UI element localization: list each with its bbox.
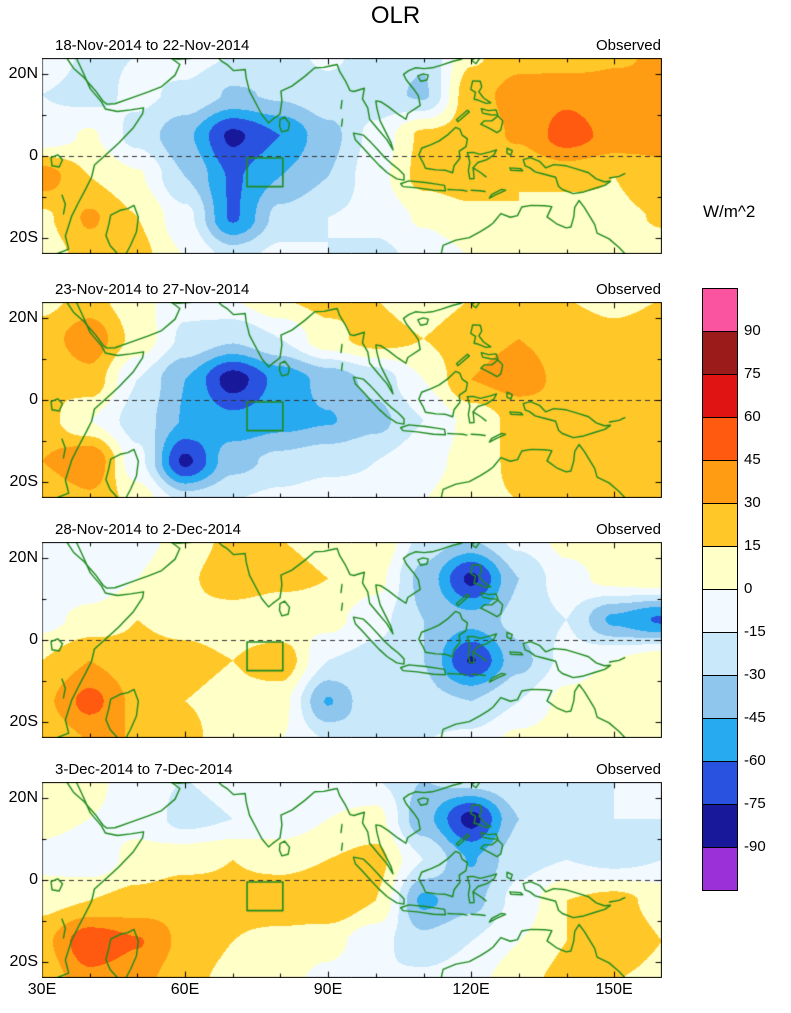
panel-1-date-range: 18-Nov-2014 to 22-Nov-2014 <box>55 37 250 54</box>
panel-3-ytick-0: 0 <box>29 631 38 648</box>
colorbar-cell-12 <box>703 805 737 848</box>
colorbar-cell-6 <box>703 547 737 590</box>
panel-3-ytick-20s: 20S <box>9 713 38 730</box>
panel-3: 28-Nov-2014 to 2-Dec-2014 Observed 20N 0… <box>9 521 662 738</box>
colorbar-tick-label-90: 90 <box>744 322 761 339</box>
colorbar-tick-label--60: -60 <box>744 752 766 769</box>
x-axis: 30E 60E 90E 120E 150E <box>28 981 662 1003</box>
colorbar-tick-label--90: -90 <box>744 838 766 855</box>
colorbar-tick-label-15: 15 <box>744 537 761 554</box>
colorbar-cell-11 <box>703 762 737 805</box>
xtick-30e: 30E <box>27 981 57 998</box>
xtick-150e: 150E <box>595 981 633 998</box>
colorbar-cell-7 <box>703 590 737 633</box>
colorbar-tick-label-60: 60 <box>744 408 761 425</box>
panel-3-date-range: 28-Nov-2014 to 2-Dec-2014 <box>55 521 241 538</box>
panel-2-source-label: Observed <box>595 281 661 298</box>
panel-3-ytick-20n: 20N <box>8 549 38 566</box>
colorbar-tick-labels: 90 75 60 45 30 15 0 -15 -30 -45 -60 -75 -90 <box>744 288 790 908</box>
colorbar-cell-8 <box>703 633 737 676</box>
panel-1-source-label: Observed <box>595 37 661 54</box>
colorbar-tick-label--75: -75 <box>744 795 766 812</box>
colorbar-cell-3 <box>703 418 737 461</box>
panel-4: 3-Dec-2014 to 7-Dec-2014 Observed 20N 0 … <box>9 761 662 978</box>
xtick-120e: 120E <box>452 981 490 998</box>
panel-1-map-canvas <box>42 58 662 254</box>
colorbar-cell-2 <box>703 375 737 418</box>
panel-2: 23-Nov-2014 to 27-Nov-2014 Observed 20N … <box>9 281 662 498</box>
colorbar-cell-13 <box>703 848 737 890</box>
colorbar-cell-1 <box>703 332 737 375</box>
colorbar-tick-label--45: -45 <box>744 709 766 726</box>
panel-1: 18-Nov-2014 to 22-Nov-2014 Observed 20N … <box>9 37 662 254</box>
panel-4-source-label: Observed <box>595 761 661 778</box>
panel-1-ytick-0: 0 <box>29 147 38 164</box>
panel-2-ytick-20n: 20N <box>8 309 38 326</box>
colorbar-tick-label--15: -15 <box>744 623 766 640</box>
panel-2-map-canvas <box>42 302 662 498</box>
colorbar <box>702 288 738 891</box>
colorbar-unit-label: W/m^2 <box>703 202 756 221</box>
panel-1-ytick-20n: 20N <box>8 65 38 82</box>
colorbar-cell-9 <box>703 676 737 719</box>
panel-4-date-range: 3-Dec-2014 to 7-Dec-2014 <box>55 761 233 778</box>
panel-3-source-label: Observed <box>595 521 661 538</box>
panel-1-ytick-20s: 20S <box>9 229 38 246</box>
panel-4-ytick-0: 0 <box>29 871 38 888</box>
xtick-90e: 90E <box>313 981 343 998</box>
colorbar-cell-5 <box>703 504 737 547</box>
figure-title: OLR <box>370 2 421 29</box>
panel-4-ytick-20s: 20S <box>9 953 38 970</box>
colorbar-cell-0 <box>703 289 737 332</box>
panel-4-map-canvas <box>42 782 662 978</box>
panel-3-map-canvas <box>42 542 662 738</box>
panel-2-date-range: 23-Nov-2014 to 27-Nov-2014 <box>55 281 250 298</box>
colorbar-cell-4 <box>703 461 737 504</box>
colorbar-tick-label-45: 45 <box>744 451 761 468</box>
colorbar-tick-label--30: -30 <box>744 666 766 683</box>
panel-4-ytick-20n: 20N <box>8 789 38 806</box>
colorbar-tick-label-30: 30 <box>744 494 761 511</box>
colorbar-tick-label-75: 75 <box>744 365 761 382</box>
colorbar-cell-10 <box>703 719 737 762</box>
xtick-60e: 60E <box>170 981 200 998</box>
colorbar-tick-label-0: 0 <box>744 580 753 597</box>
panel-2-ytick-20s: 20S <box>9 473 38 490</box>
panel-2-ytick-0: 0 <box>29 391 38 408</box>
